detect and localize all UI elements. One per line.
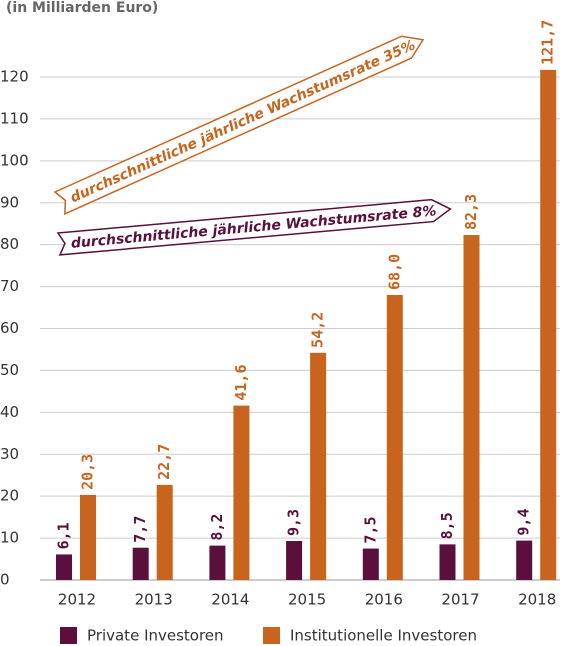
- value-label: 20,3: [79, 454, 97, 490]
- bar: [233, 405, 250, 580]
- x-tick-label: 2016: [365, 591, 403, 609]
- bar: [80, 494, 96, 580]
- value-label: 22,7: [155, 444, 173, 480]
- legend-swatch: [263, 627, 280, 644]
- bar: [56, 554, 72, 580]
- y-tick-label: 120: [0, 68, 29, 86]
- y-tick-label: 90: [0, 193, 19, 211]
- bar: [362, 548, 379, 580]
- y-tick-label: 30: [0, 445, 19, 463]
- annotation: durchschnittliche jährliche Wachstumsrat…: [68, 37, 418, 206]
- bar: [156, 484, 173, 580]
- x-tick-label: 2013: [135, 591, 173, 609]
- bar: [463, 235, 480, 581]
- value-label: 54,2: [309, 312, 327, 348]
- x-tick-label: 2018: [518, 591, 556, 609]
- y-tick-label: 110: [0, 109, 29, 127]
- x-tick-label: 2017: [441, 591, 479, 609]
- bar: [516, 540, 533, 580]
- arrow-shape: [53, 35, 425, 216]
- y-tick-label: 20: [0, 487, 19, 505]
- x-tick-label: 2012: [58, 591, 96, 609]
- y-tick-label: 70: [0, 277, 19, 295]
- y-tick-label: 0: [0, 571, 10, 589]
- value-label: 41,6: [232, 365, 250, 401]
- y-tick-label: 100: [0, 151, 29, 169]
- annotation-arrow: durchschnittliche jährliche Wachstumsrat…: [53, 35, 425, 216]
- plot: 0 10 20 30 40 50 60 70 80 90 100 110 120 2012 6,1 20,3 2…: [0, 20, 560, 645]
- x-tick-label: 2015: [288, 591, 326, 609]
- y-tick-label: 40: [0, 403, 19, 421]
- chart-subtitle: (in Milliarden Euro): [6, 0, 158, 16]
- legend-label: Private Investoren: [87, 627, 224, 645]
- value-label: 7,7: [131, 516, 149, 543]
- value-label: 9,3: [285, 509, 303, 536]
- value-label: 7,5: [361, 516, 379, 543]
- value-label: 8,5: [438, 512, 456, 539]
- x-tick-label: 2014: [211, 591, 249, 609]
- arrow-shape: [56, 198, 452, 256]
- legend-swatch: [60, 627, 77, 644]
- value-label: 9,4: [515, 509, 533, 536]
- bar: [209, 545, 226, 580]
- y-tick-label: 10: [0, 529, 19, 547]
- y-tick-label: 80: [0, 235, 19, 253]
- value-label: 82,3: [462, 194, 480, 230]
- value-label: 121,7: [539, 20, 557, 65]
- bar: [286, 541, 303, 580]
- annotation-arrow: durchschnittliche jährliche Wachstumsrat…: [56, 198, 452, 256]
- value-label: 68,0: [385, 254, 403, 290]
- bar: [439, 544, 456, 580]
- bar: [386, 294, 403, 580]
- bar: [540, 69, 557, 580]
- value-label: 8,2: [208, 514, 226, 541]
- value-label: 6,1: [55, 522, 73, 549]
- y-tick-label: 60: [0, 319, 19, 337]
- bar: [310, 352, 327, 580]
- legend-label: Institutionelle Investoren: [290, 627, 477, 645]
- bar: [132, 547, 149, 580]
- y-tick-label: 50: [0, 361, 19, 379]
